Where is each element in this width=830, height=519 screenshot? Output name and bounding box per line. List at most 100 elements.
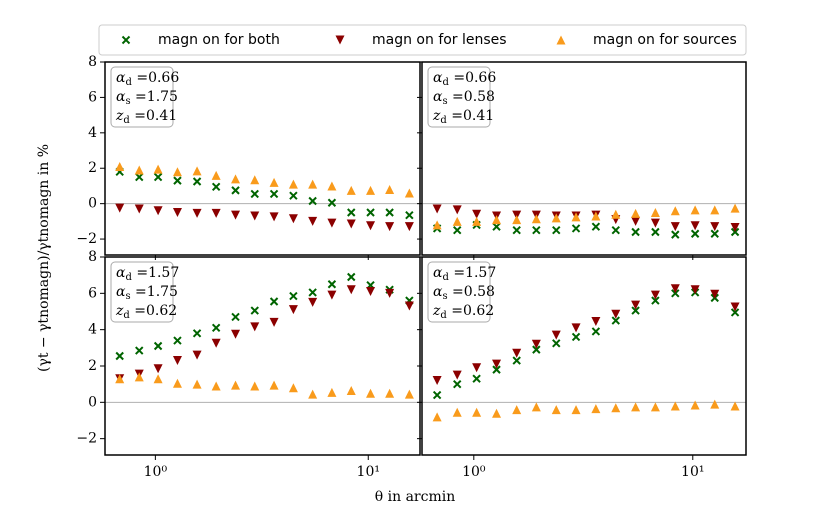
point — [631, 216, 641, 226]
point — [690, 221, 700, 231]
point — [710, 229, 719, 238]
point — [671, 230, 680, 239]
point — [173, 336, 182, 345]
point — [611, 403, 621, 413]
legend-box — [98, 24, 747, 56]
point — [385, 288, 395, 298]
point — [153, 164, 163, 174]
point — [405, 210, 414, 220]
point — [211, 208, 221, 218]
param-eq: = — [448, 89, 464, 105]
point — [250, 306, 259, 315]
x-tick-label: 10¹ — [357, 464, 380, 480]
point — [308, 288, 317, 297]
point — [432, 412, 442, 422]
point — [192, 166, 202, 176]
point — [172, 167, 182, 177]
point — [231, 186, 240, 195]
param-box — [427, 66, 491, 128]
y-tick-label: 4 — [88, 322, 97, 338]
point — [551, 405, 561, 415]
point — [730, 223, 740, 233]
point — [670, 284, 680, 294]
point — [552, 339, 561, 348]
point — [650, 402, 660, 412]
point — [670, 401, 680, 411]
point — [670, 206, 680, 216]
param-value: 0.41 — [463, 108, 494, 124]
point — [172, 208, 182, 218]
param-eq: = — [447, 108, 463, 124]
point — [591, 316, 601, 326]
point — [269, 177, 279, 187]
point — [366, 208, 375, 217]
param-sub: d — [125, 77, 132, 88]
point — [289, 191, 298, 200]
point — [269, 297, 279, 306]
point — [385, 184, 395, 194]
point — [135, 172, 144, 182]
y-tick-label: 0 — [88, 196, 97, 212]
param-text: zd =0.62 — [432, 303, 494, 321]
point — [115, 161, 125, 171]
param-symbol: α — [433, 265, 443, 281]
point — [134, 372, 144, 382]
point — [347, 208, 356, 217]
point — [269, 189, 279, 199]
param-text: αd =1.57 — [433, 265, 496, 283]
point — [153, 341, 163, 351]
point — [690, 229, 700, 238]
point — [631, 306, 640, 315]
param-text: αd =0.66 — [433, 70, 496, 88]
point — [327, 218, 337, 228]
panel-frame — [104, 61, 421, 256]
point — [327, 198, 337, 207]
point — [650, 208, 660, 218]
param-eq: = — [132, 70, 148, 86]
point — [192, 350, 202, 360]
point — [492, 359, 502, 369]
point — [231, 380, 241, 390]
point — [452, 205, 462, 215]
point — [211, 323, 221, 333]
point — [308, 179, 318, 189]
point — [432, 390, 442, 400]
param-symbol: z — [115, 303, 124, 319]
point — [452, 370, 462, 380]
point — [531, 402, 541, 412]
param-text: αs =1.75 — [116, 284, 178, 302]
point — [192, 177, 202, 186]
point — [327, 280, 337, 289]
point — [115, 374, 125, 384]
param-eq: = — [447, 303, 463, 319]
param-symbol: z — [115, 108, 124, 124]
param-text: αs =1.75 — [116, 89, 178, 107]
point — [432, 220, 442, 230]
point — [472, 374, 481, 383]
point — [385, 388, 395, 398]
y-tick-label: 2 — [88, 160, 97, 176]
point — [250, 381, 260, 391]
point — [172, 378, 182, 388]
param-sub: s — [125, 291, 130, 302]
x-axis-label: θ in arcmin — [375, 489, 455, 505]
param-sub: d — [442, 77, 449, 88]
point — [453, 379, 462, 389]
point — [591, 404, 601, 414]
point — [571, 332, 581, 342]
point — [730, 308, 740, 317]
param-symbol: z — [432, 303, 441, 319]
param-value: 0.66 — [148, 70, 179, 86]
y-axis-label: (γt − γtnomagn)/γtnomagn in % — [36, 144, 52, 372]
param-eq: = — [132, 265, 148, 281]
point — [308, 297, 318, 307]
point — [134, 204, 144, 214]
point — [366, 221, 376, 231]
point — [492, 215, 502, 225]
param-value: 0.62 — [146, 303, 177, 319]
param-eq: = — [449, 70, 465, 86]
point — [532, 345, 541, 354]
param-text: αs =0.58 — [433, 284, 495, 302]
point — [346, 185, 356, 195]
